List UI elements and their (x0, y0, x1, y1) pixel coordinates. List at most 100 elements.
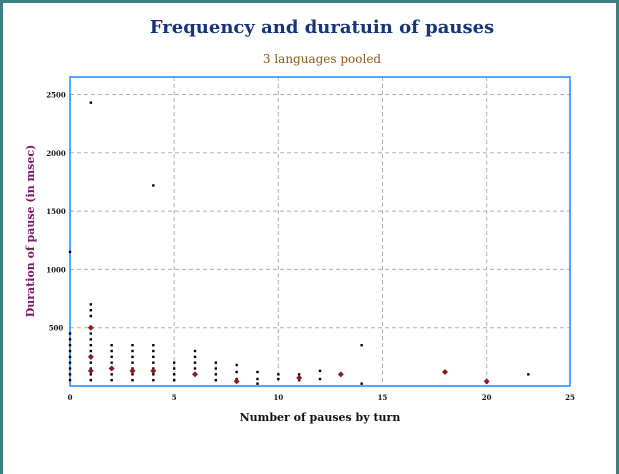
data-point (68, 361, 72, 364)
data-point (235, 370, 238, 374)
data-point (214, 361, 218, 364)
mean-marker (296, 374, 303, 381)
mean-marker (108, 365, 115, 372)
data-point (172, 378, 176, 382)
plot-frame (69, 76, 571, 387)
x-tick-label: 20 (482, 393, 492, 402)
data-point (68, 343, 72, 347)
y-tick-labels: 500 1000 1500 2000 2500 (46, 90, 66, 332)
data-point (172, 367, 176, 370)
grid-layer (70, 77, 570, 386)
data-point (89, 309, 93, 312)
data-point (110, 349, 113, 353)
data-point (297, 373, 301, 376)
x-axis-label: Number of pauses by turn (240, 411, 401, 424)
mean-marker (442, 369, 448, 376)
data-point (89, 338, 93, 341)
data-point (256, 370, 259, 374)
data-point (89, 332, 93, 335)
data-point (172, 361, 176, 364)
data-point (131, 378, 134, 382)
y-tick-label: 1500 (46, 207, 66, 216)
data-point (131, 361, 134, 364)
data-point (89, 314, 93, 318)
data-point (214, 367, 218, 370)
x-tick-labels: 0 5 10 15 20 25 (68, 393, 575, 402)
data-point (89, 343, 93, 347)
mean-marker (233, 378, 240, 385)
data-point (89, 303, 93, 306)
data-point (68, 332, 72, 335)
data-point (89, 373, 93, 376)
data-point (110, 343, 113, 347)
data-point (68, 367, 72, 370)
data-point (131, 373, 134, 376)
data-point (89, 349, 93, 353)
data-point (131, 355, 134, 359)
data-point (256, 377, 259, 381)
data-point (235, 363, 238, 367)
data-point (152, 378, 155, 382)
x-tick-label: 10 (273, 393, 283, 402)
mean-marker (87, 324, 94, 331)
data-point (360, 343, 363, 347)
data-point (110, 378, 113, 382)
data-point (193, 361, 197, 364)
y-tick-label: 1000 (46, 265, 66, 274)
mean-marker (483, 378, 490, 385)
data-point (256, 382, 259, 385)
data-point (214, 378, 218, 382)
chart-subtitle: 3 languages pooled (263, 52, 382, 66)
x-tick-label: 5 (172, 393, 177, 402)
data-point (68, 378, 72, 382)
data-point (89, 101, 93, 104)
data-point (68, 338, 72, 341)
mean-marker (87, 367, 94, 374)
y-tick-label: 2500 (46, 90, 66, 99)
data-point (527, 373, 530, 376)
data-point (193, 355, 197, 359)
mean-marker (192, 371, 198, 378)
data-point (89, 378, 93, 382)
chart-title: Frequency and duratuin of pauses (150, 17, 494, 38)
data-point (152, 184, 155, 187)
data-point (193, 367, 197, 370)
data-point (131, 349, 134, 353)
mean-marker (337, 371, 344, 378)
x-tick-label: 15 (378, 393, 388, 402)
data-point (68, 373, 72, 376)
mean-marker (150, 367, 157, 374)
data-points (68, 101, 530, 385)
y-axis-label: Duration of pause (in msec) (24, 145, 37, 318)
data-point (131, 343, 134, 347)
mean-markers (87, 324, 490, 385)
x-tick-label: 0 (68, 393, 73, 402)
mean-marker (87, 353, 94, 360)
data-point (110, 373, 113, 376)
data-point (110, 361, 113, 364)
data-point (68, 250, 72, 254)
data-point (172, 373, 176, 376)
data-point (318, 369, 322, 373)
y-tick-label: 2000 (46, 149, 66, 158)
y-tick-label: 500 (49, 324, 64, 333)
data-point (360, 382, 363, 385)
data-point (318, 377, 322, 381)
mean-marker (129, 367, 136, 374)
data-point (277, 373, 280, 376)
data-point (68, 349, 72, 353)
data-point (193, 349, 197, 353)
data-point (152, 361, 155, 364)
data-point (152, 355, 155, 359)
data-point (110, 355, 113, 359)
data-point (152, 343, 155, 347)
data-point (89, 361, 93, 364)
data-point (152, 373, 155, 376)
data-point (277, 377, 280, 381)
data-point (152, 349, 155, 353)
data-point (68, 355, 72, 359)
x-tick-label: 25 (565, 393, 575, 402)
data-point (214, 373, 218, 376)
